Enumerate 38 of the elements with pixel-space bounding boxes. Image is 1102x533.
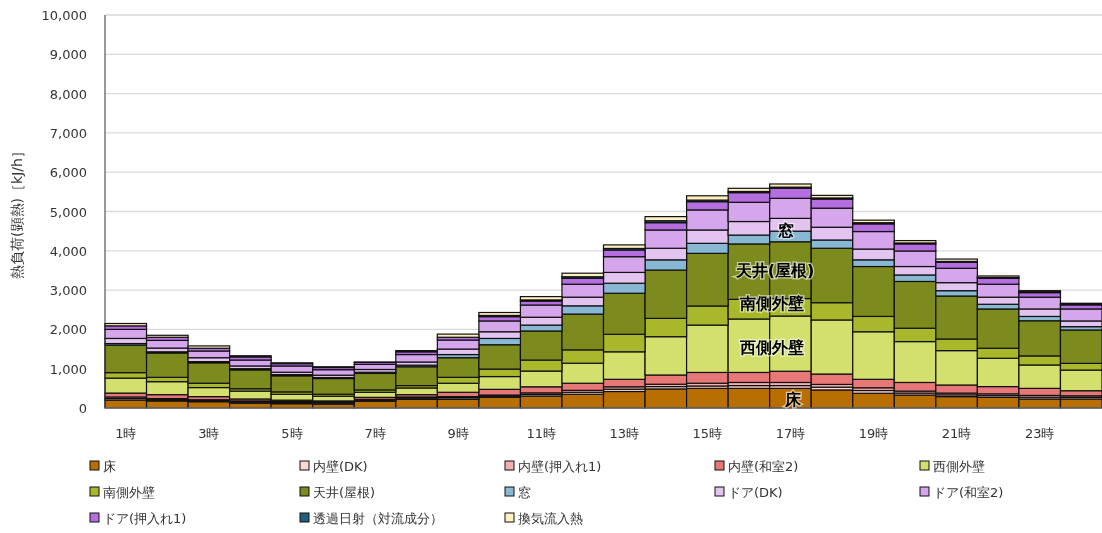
y-tick-label: 10,000 — [41, 8, 87, 23]
legend-label: 南側外壁 — [103, 485, 155, 500]
y-tick-label: 6,000 — [49, 165, 87, 181]
x-tick-label: 21時 — [941, 426, 972, 441]
x-tick-label: 17時 — [775, 426, 806, 441]
y-tick-label: 8,000 — [49, 86, 87, 102]
y-tick-label: 7,000 — [49, 125, 87, 141]
legend-label: 西側外壁 — [933, 459, 985, 474]
x-tick-label: 7時 — [364, 426, 386, 441]
y-tick-label: 4,000 — [49, 243, 87, 259]
legend-label: 内壁(和室2) — [728, 459, 799, 474]
annotation: 床 — [784, 390, 802, 409]
y-tick-label: 2,000 — [49, 322, 87, 338]
x-tick-label: 11時 — [526, 426, 556, 441]
legend-label: ドア(DK) — [728, 485, 783, 500]
y-tick-label: 0 — [78, 401, 87, 416]
y-tick-label: 1,000 — [49, 361, 87, 377]
y-tick-label: 5,000 — [49, 204, 87, 220]
x-tick-label: 9時 — [447, 426, 469, 441]
x-tick-label: 5時 — [281, 426, 303, 441]
x-tick-label: 13時 — [609, 426, 640, 441]
x-tick-label: 23時 — [1024, 426, 1055, 441]
legend-label: 内壁(DK) — [313, 459, 368, 474]
legend-label: 天井(屋根) — [313, 485, 376, 500]
x-tick-label: 3時 — [198, 426, 220, 441]
legend-label: 換気流入熱 — [518, 511, 583, 526]
x-tick-label: 1時 — [115, 426, 137, 441]
x-tick-label: 15時 — [692, 426, 723, 441]
legend-label: 内壁(押入れ1) — [518, 459, 602, 474]
x-tick-label: 19時 — [858, 426, 889, 441]
y-tick-label: 9,000 — [49, 47, 87, 63]
legend-label: 窓 — [518, 485, 531, 500]
legend-label: ドア(和室2) — [933, 485, 1004, 500]
legend-label: ドア(押入れ1) — [103, 511, 187, 526]
legend-label: 床 — [103, 459, 116, 474]
y-tick-label: 3,000 — [49, 283, 87, 299]
y-axis-title: 熱負荷(顕熱)［kJ/h］ — [9, 144, 25, 279]
legend-label: 透過日射（対流成分） — [313, 511, 443, 526]
